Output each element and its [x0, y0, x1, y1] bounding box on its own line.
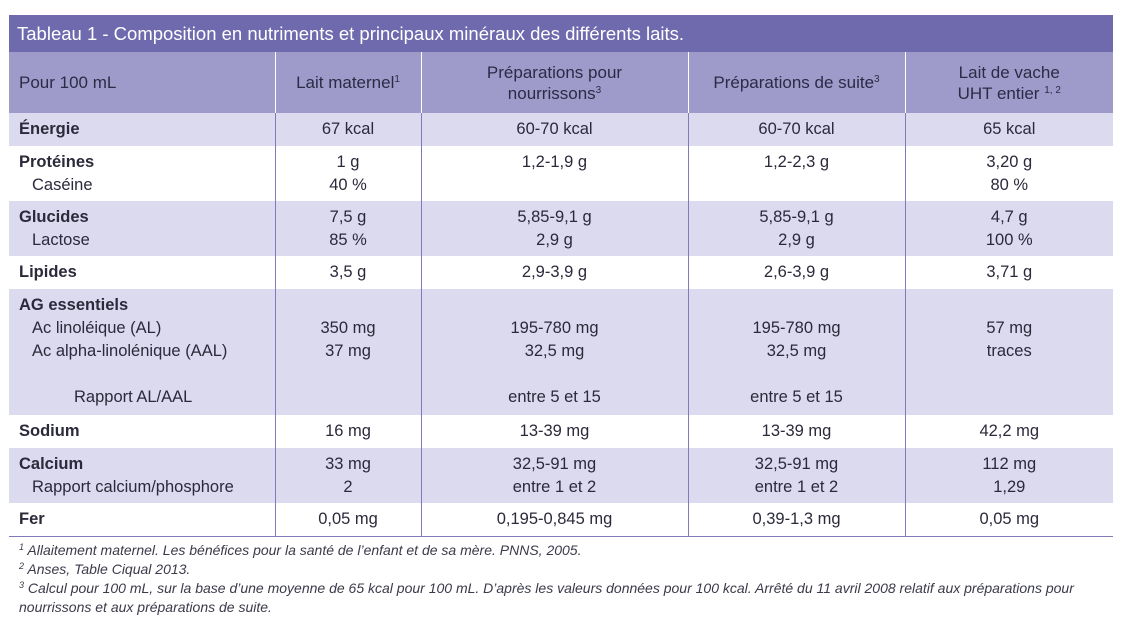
cell: 0,195-0,845 mg: [420, 503, 688, 537]
footnote-3: 3 Calcul pour 100 mL, sur la base d’une …: [19, 580, 1074, 615]
cell: 42,2 mg: [904, 415, 1113, 448]
row-label: AG essentiels: [19, 296, 129, 314]
header-preparations-suite: Préparations de suite3: [687, 52, 905, 113]
row-label: Protéines: [19, 153, 95, 171]
cell: 4,7 g: [990, 208, 1028, 226]
cell: 32,5 mg: [766, 342, 827, 360]
table-row-energie: Énergie 67 kcal 60-70 kcal 60-70 kcal 65…: [9, 113, 1113, 146]
cell: 67 kcal: [274, 113, 421, 146]
row-sublabel: Ac linoléique (AL): [32, 319, 162, 337]
table-title: Tableau 1 - Composition en nutriments et…: [9, 15, 1113, 52]
table-row-lipides: Lipides 3,5 g 2,9-3,9 g 2,6-3,9 g 3,71 g: [9, 256, 1113, 289]
row-label: Lipides: [19, 263, 77, 281]
cell: 16 mg: [274, 415, 421, 448]
cell: 3,5 g: [274, 256, 421, 289]
cell: 0,05 mg: [274, 503, 421, 537]
cell: 5,85-9,1 g: [759, 208, 834, 226]
cell: entre 5 et 15: [750, 388, 843, 406]
cell: 32,5 mg: [524, 342, 585, 360]
header-lait-vache: Lait de vache UHT entier 1, 2: [904, 52, 1113, 113]
cell: 32,5-91 mg: [512, 455, 597, 473]
cell: 2,9 g: [536, 231, 573, 249]
cell: 13-39 mg: [687, 415, 905, 448]
cell: [906, 386, 1114, 409]
nutrition-table-container: Tableau 1 - Composition en nutriments et…: [9, 15, 1113, 537]
cell: 350 mg: [320, 319, 376, 337]
row-label: Fer: [19, 510, 45, 528]
cell: 0,05 mg: [904, 503, 1113, 537]
header-preparations-nourrissons: Préparations pour nourrissons3: [420, 52, 688, 113]
row-label: Sodium: [19, 422, 80, 440]
cell: 65 kcal: [904, 113, 1113, 146]
cell: 13-39 mg: [420, 415, 688, 448]
cell: 85 %: [329, 231, 367, 249]
cell: traces: [986, 342, 1032, 360]
row-sublabel: Rapport calcium/phosphore: [32, 478, 234, 496]
cell: 112 mg: [982, 455, 1037, 473]
table-row-fer: Fer 0,05 mg 0,195-0,845 mg 0,39-1,3 mg 0…: [9, 503, 1113, 537]
footnote-1: 1 Allaitement maternel. Les bénéfices po…: [19, 542, 582, 558]
cell: 1,29: [993, 478, 1026, 496]
cell: 37 mg: [325, 342, 371, 360]
table-row-ag-essentiels: AG essentiels Ac linoléique (AL) Ac alph…: [9, 289, 1113, 415]
footnote-2: 2 Anses, Table Ciqual 2013.: [19, 561, 191, 577]
row-sublabel: Caséine: [32, 176, 93, 194]
nutrition-table: Pour 100 mL Lait maternel1 Préparations …: [9, 52, 1113, 537]
cell: 40 %: [329, 176, 367, 194]
cell: entre 1 et 2: [754, 478, 839, 496]
cell: 195-780 mg: [752, 319, 841, 337]
cell: 1,2-2,3 g: [763, 153, 830, 171]
cell: entre 1 et 2: [512, 478, 597, 496]
row-sublabel: Lactose: [32, 231, 90, 249]
cell: 60-70 kcal: [420, 113, 688, 146]
cell: 60-70 kcal: [687, 113, 905, 146]
cell: [689, 174, 905, 197]
header-per-100ml: Pour 100 mL: [9, 52, 275, 113]
footnotes: 1 Allaitement maternel. Les bénéfices po…: [19, 541, 1119, 617]
header-lait-maternel: Lait maternel1: [274, 52, 421, 113]
cell: 195-780 mg: [510, 319, 599, 337]
cell: 80 %: [990, 176, 1029, 194]
header-row: Pour 100 mL Lait maternel1 Préparations …: [9, 52, 1113, 113]
table-row-calcium: Calcium Rapport calcium/phosphore 33 mg 2 …: [9, 448, 1113, 503]
cell: 5,85-9,1 g: [517, 208, 592, 226]
row-sublabel: Rapport AL/AAL: [74, 388, 193, 406]
cell: 100 %: [985, 231, 1033, 249]
table-row-sodium: Sodium 16 mg 13-39 mg 13-39 mg 42,2 mg: [9, 415, 1113, 448]
cell: 33 mg: [325, 455, 371, 473]
table-row-glucides: Glucides Lactose 7,5 g 85 % 5,85-9,1 g 2,9 …: [9, 201, 1113, 256]
cell: 0,39-1,3 mg: [687, 503, 905, 537]
cell: 2,9-3,9 g: [420, 256, 688, 289]
row-sublabel: Ac alpha-linolénique (AAL): [32, 342, 228, 360]
cell: 3,20 g: [986, 153, 1033, 171]
row-label: Glucides: [19, 208, 89, 226]
row-label: Calcium: [19, 455, 84, 473]
row-label: Énergie: [19, 120, 80, 138]
cell: 3,71 g: [904, 256, 1113, 289]
cell: 1,2-1,9 g: [521, 153, 588, 171]
cell: [422, 174, 688, 197]
cell: 2: [343, 478, 353, 496]
cell: 57 mg: [986, 319, 1033, 337]
cell: 2,9 g: [778, 231, 815, 249]
cell: [276, 386, 421, 409]
cell: 32,5-91 mg: [754, 455, 839, 473]
cell: 1 g: [336, 153, 360, 171]
cell: 7,5 g: [329, 208, 367, 226]
cell: entre 5 et 15: [508, 388, 601, 406]
table-row-proteines: Protéines Caséine 1 g 40 % 1,2-1,9 g 1,2-2…: [9, 146, 1113, 201]
cell: 2,6-3,9 g: [687, 256, 905, 289]
